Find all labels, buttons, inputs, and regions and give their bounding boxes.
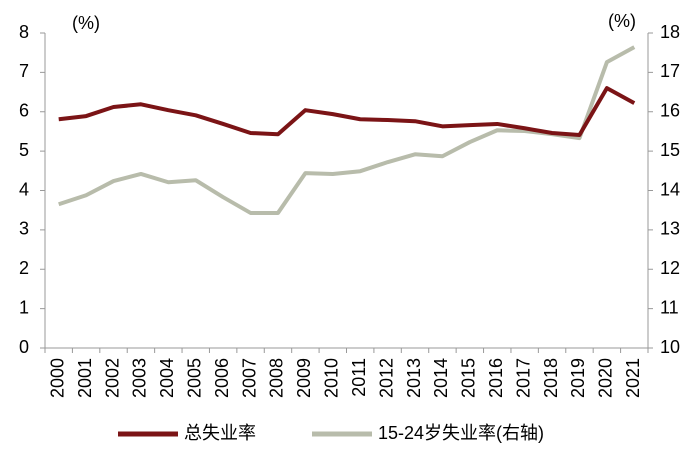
x-tick-label: 2013 bbox=[404, 358, 424, 398]
x-tick-label: 2011 bbox=[349, 358, 369, 397]
x-tick-label: 2016 bbox=[486, 358, 506, 398]
y2-tick-label: 15 bbox=[660, 140, 680, 160]
x-tick-label: 2012 bbox=[376, 358, 396, 398]
x-tick-label: 2008 bbox=[267, 358, 287, 398]
y-tick-label: 0 bbox=[19, 337, 29, 357]
y-tick-label: 3 bbox=[19, 219, 29, 239]
x-tick-label: 2021 bbox=[623, 358, 643, 398]
x-tick-label: 2005 bbox=[185, 358, 205, 398]
y2-tick-label: 16 bbox=[660, 101, 680, 121]
x-tick-label: 2001 bbox=[75, 358, 95, 398]
x-tick-label: 2006 bbox=[212, 358, 232, 398]
y2-tick-label: 14 bbox=[660, 179, 680, 199]
series-line bbox=[58, 86, 636, 137]
x-tick-label: 2020 bbox=[596, 358, 616, 398]
y-tick-label: 7 bbox=[19, 61, 29, 81]
y-tick-label: 4 bbox=[19, 179, 29, 199]
y-tick-label: 8 bbox=[19, 22, 29, 42]
y-tick-label: 1 bbox=[19, 297, 29, 317]
y-tick-label: 6 bbox=[19, 101, 29, 121]
x-tick-label: 2000 bbox=[47, 358, 67, 398]
y2-tick-label: 12 bbox=[660, 258, 680, 278]
x-tick-label: 2007 bbox=[239, 358, 259, 398]
x-tick-label: 2018 bbox=[541, 358, 561, 398]
y2-tick-label: 18 bbox=[660, 22, 680, 42]
y2-tick-label: 17 bbox=[660, 61, 680, 81]
y-unit-label: (%) bbox=[72, 13, 100, 33]
y2-unit-label: (%) bbox=[608, 11, 636, 31]
x-tick-label: 2014 bbox=[431, 358, 451, 398]
x-tick-label: 2009 bbox=[294, 358, 314, 398]
x-tick-label: 2019 bbox=[568, 358, 588, 398]
series-line bbox=[58, 45, 636, 215]
x-tick-label: 2017 bbox=[513, 358, 533, 398]
x-tick-label: 2004 bbox=[157, 358, 177, 398]
x-tick-label: 2015 bbox=[459, 358, 479, 398]
y-tick-label: 5 bbox=[19, 140, 29, 160]
y2-tick-label: 11 bbox=[660, 297, 679, 317]
y-tick-label: 2 bbox=[19, 258, 29, 278]
x-tick-label: 2010 bbox=[322, 358, 342, 398]
y2-tick-label: 13 bbox=[660, 219, 680, 239]
x-tick-label: 2002 bbox=[102, 358, 122, 398]
y2-tick-label: 10 bbox=[660, 337, 680, 357]
legend-label: 总失业率 bbox=[184, 423, 256, 443]
x-tick-label: 2003 bbox=[130, 358, 150, 398]
legend-label: 15-24岁失业率(右轴) bbox=[378, 423, 544, 443]
